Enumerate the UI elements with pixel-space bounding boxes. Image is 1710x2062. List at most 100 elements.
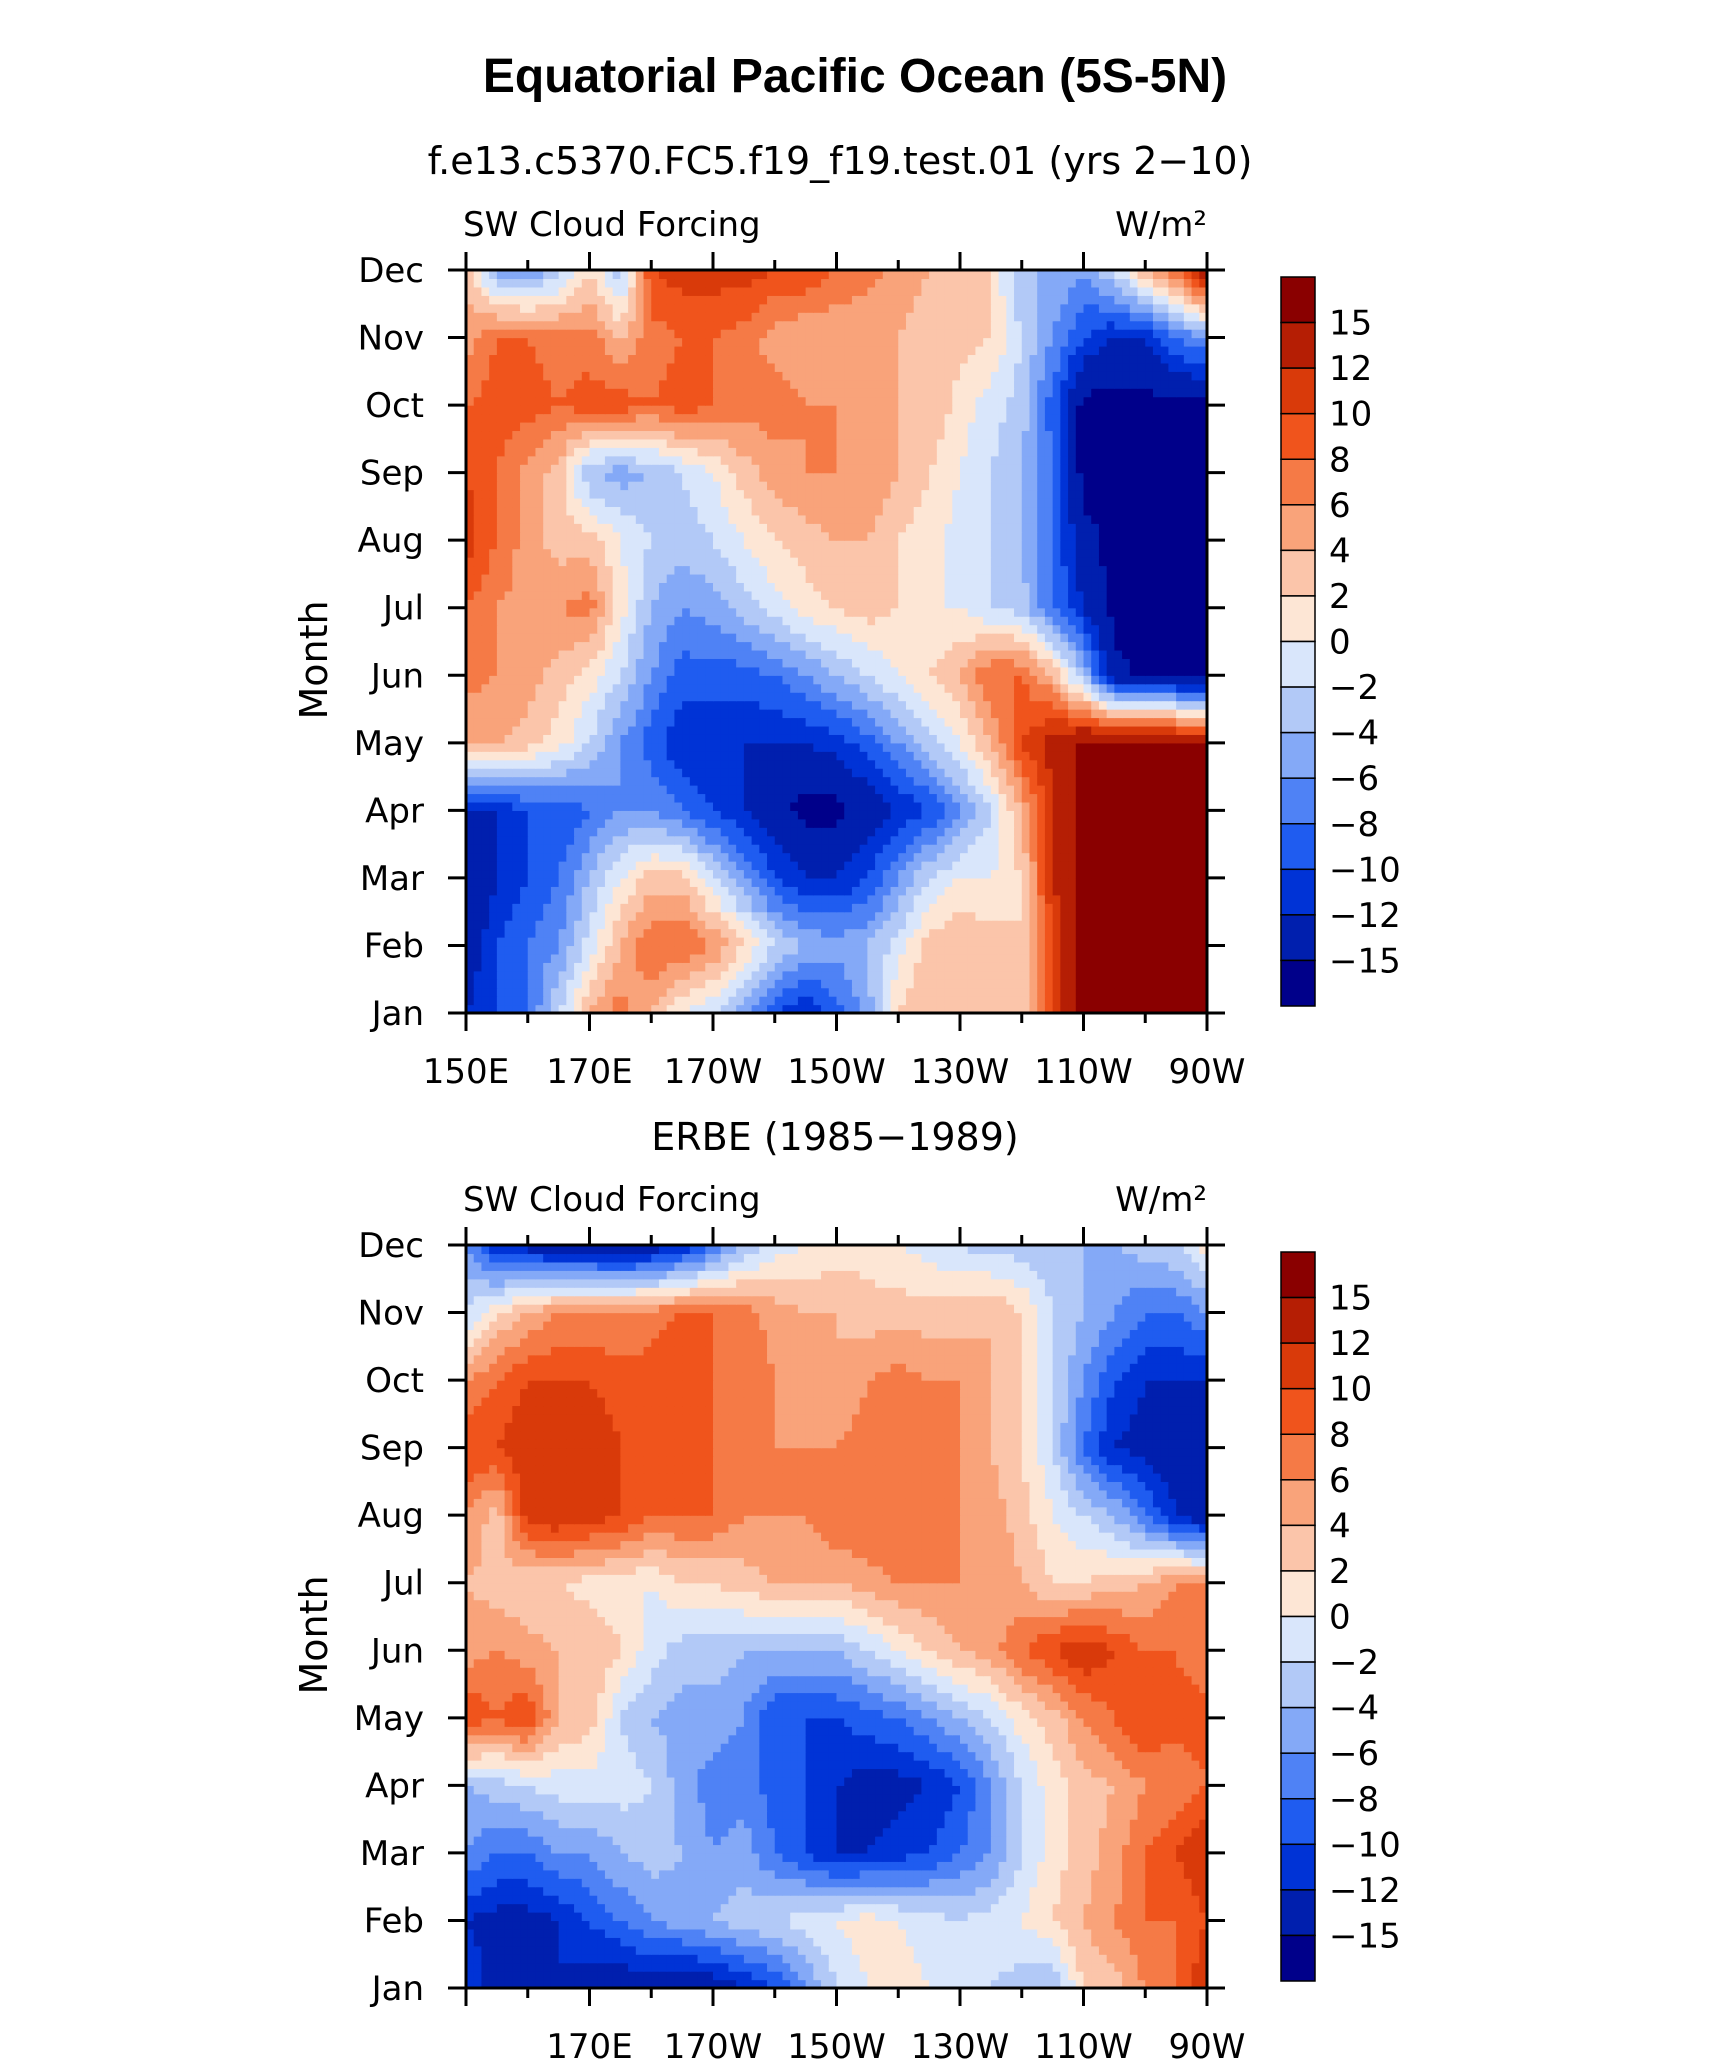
heatmap-cell xyxy=(720,599,730,609)
heatmap-cell xyxy=(466,776,475,786)
heatmap-cell xyxy=(921,818,930,828)
heatmap-cell xyxy=(797,624,807,634)
heatmap-cell xyxy=(952,861,961,871)
heatmap-cell xyxy=(1068,810,1077,820)
heatmap-cell xyxy=(1037,827,1046,837)
heatmap-cell xyxy=(890,886,899,896)
heatmap-cell xyxy=(805,582,814,592)
heatmap-cell xyxy=(1122,937,1131,947)
heatmap-cell xyxy=(574,717,583,727)
heatmap-cell xyxy=(489,692,498,702)
heatmap-cell xyxy=(805,869,814,879)
heatmap-cell xyxy=(473,658,483,668)
heatmap-cell xyxy=(1098,633,1108,643)
heatmap-cell xyxy=(550,734,560,744)
heatmap-cell xyxy=(859,768,868,778)
heatmap-cell xyxy=(998,768,1007,778)
heatmap-cell xyxy=(1191,970,1200,980)
heatmap-cell xyxy=(759,937,768,947)
heatmap-cell xyxy=(821,776,830,786)
heatmap-cell xyxy=(836,987,845,997)
heatmap-cell xyxy=(844,886,853,896)
heatmap-cell xyxy=(1145,734,1154,744)
heatmap-cell xyxy=(720,861,730,871)
heatmap-cell xyxy=(875,970,884,980)
heatmap-cell xyxy=(1152,852,1162,862)
heatmap-cell xyxy=(558,894,567,904)
heatmap-cell xyxy=(574,818,583,828)
heatmap-cell xyxy=(1052,759,1061,769)
heatmap-cell xyxy=(628,1004,637,1014)
heatmap-cell xyxy=(589,742,598,752)
heatmap-cell xyxy=(1145,979,1154,989)
heatmap-cell xyxy=(743,582,753,592)
heatmap-cell xyxy=(1129,751,1139,761)
heatmap-cell xyxy=(905,810,915,820)
heatmap-cell xyxy=(1137,658,1146,668)
heatmap-cell xyxy=(983,666,992,676)
heatmap-cell xyxy=(597,624,606,634)
heatmap-cell xyxy=(767,717,776,727)
heatmap-cell xyxy=(1106,683,1115,693)
heatmap-cell xyxy=(1114,776,1123,786)
heatmap-cell xyxy=(566,582,575,592)
heatmap-cell xyxy=(990,666,1000,676)
heatmap-cell xyxy=(828,827,838,837)
heatmap-cell xyxy=(674,599,683,609)
heatmap-cell xyxy=(782,734,791,744)
heatmap-cell xyxy=(736,852,745,862)
heatmap-cell xyxy=(1160,607,1170,617)
heatmap-cell xyxy=(1014,1004,1023,1014)
heatmap-cell xyxy=(713,953,722,963)
heatmap-cell xyxy=(1114,852,1123,862)
heatmap-cell xyxy=(620,810,629,820)
heatmap-cell xyxy=(674,953,683,963)
heatmap-cell xyxy=(797,953,807,963)
heatmap-cell xyxy=(574,683,583,693)
heatmap-cell xyxy=(635,911,645,921)
heatmap-cell xyxy=(844,725,853,735)
heatmap-cell xyxy=(705,590,714,600)
heatmap-cell xyxy=(666,666,676,676)
heatmap-cell xyxy=(844,776,853,786)
heatmap-cell xyxy=(1014,920,1023,930)
heatmap-cell xyxy=(743,717,753,727)
heatmap-cell xyxy=(975,709,984,719)
heatmap-cell xyxy=(1160,717,1170,727)
heatmap-cell xyxy=(913,970,923,980)
heatmap-cell xyxy=(1137,903,1146,913)
heatmap-cell xyxy=(620,742,629,752)
heatmap-cell xyxy=(512,683,521,693)
heatmap-cell xyxy=(728,903,737,913)
heatmap-cell xyxy=(836,768,845,778)
heatmap-cell xyxy=(658,776,668,786)
heatmap-cell xyxy=(905,979,915,989)
heatmap-cell xyxy=(496,877,506,887)
heatmap-cell xyxy=(1137,970,1146,980)
heatmap-cell xyxy=(543,810,552,820)
heatmap-cell xyxy=(1168,869,1177,879)
heatmap-cell xyxy=(767,768,776,778)
heatmap-cell xyxy=(666,734,676,744)
heatmap-cell xyxy=(604,793,614,803)
heatmap-cell xyxy=(643,945,652,955)
heatmap-cell xyxy=(720,886,730,896)
heatmap-cell xyxy=(767,810,776,820)
heatmap-cell xyxy=(466,666,475,676)
heatmap-cell xyxy=(658,835,668,845)
heatmap-cell xyxy=(967,869,977,879)
heatmap-cell xyxy=(728,759,737,769)
heatmap-cell xyxy=(813,827,822,837)
heatmap-cell xyxy=(782,590,791,600)
heatmap-cell xyxy=(666,599,676,609)
heatmap-cell xyxy=(1106,700,1115,710)
heatmap-cell xyxy=(929,793,938,803)
heatmap-cell xyxy=(535,624,544,634)
heatmap-cell xyxy=(875,759,884,769)
heatmap-cell xyxy=(496,937,506,947)
heatmap-cell xyxy=(1168,785,1177,795)
heatmap-cell xyxy=(1114,1004,1123,1014)
heatmap-cell xyxy=(944,641,953,651)
heatmap-cell xyxy=(952,953,961,963)
heatmap-cell xyxy=(1199,937,1208,947)
